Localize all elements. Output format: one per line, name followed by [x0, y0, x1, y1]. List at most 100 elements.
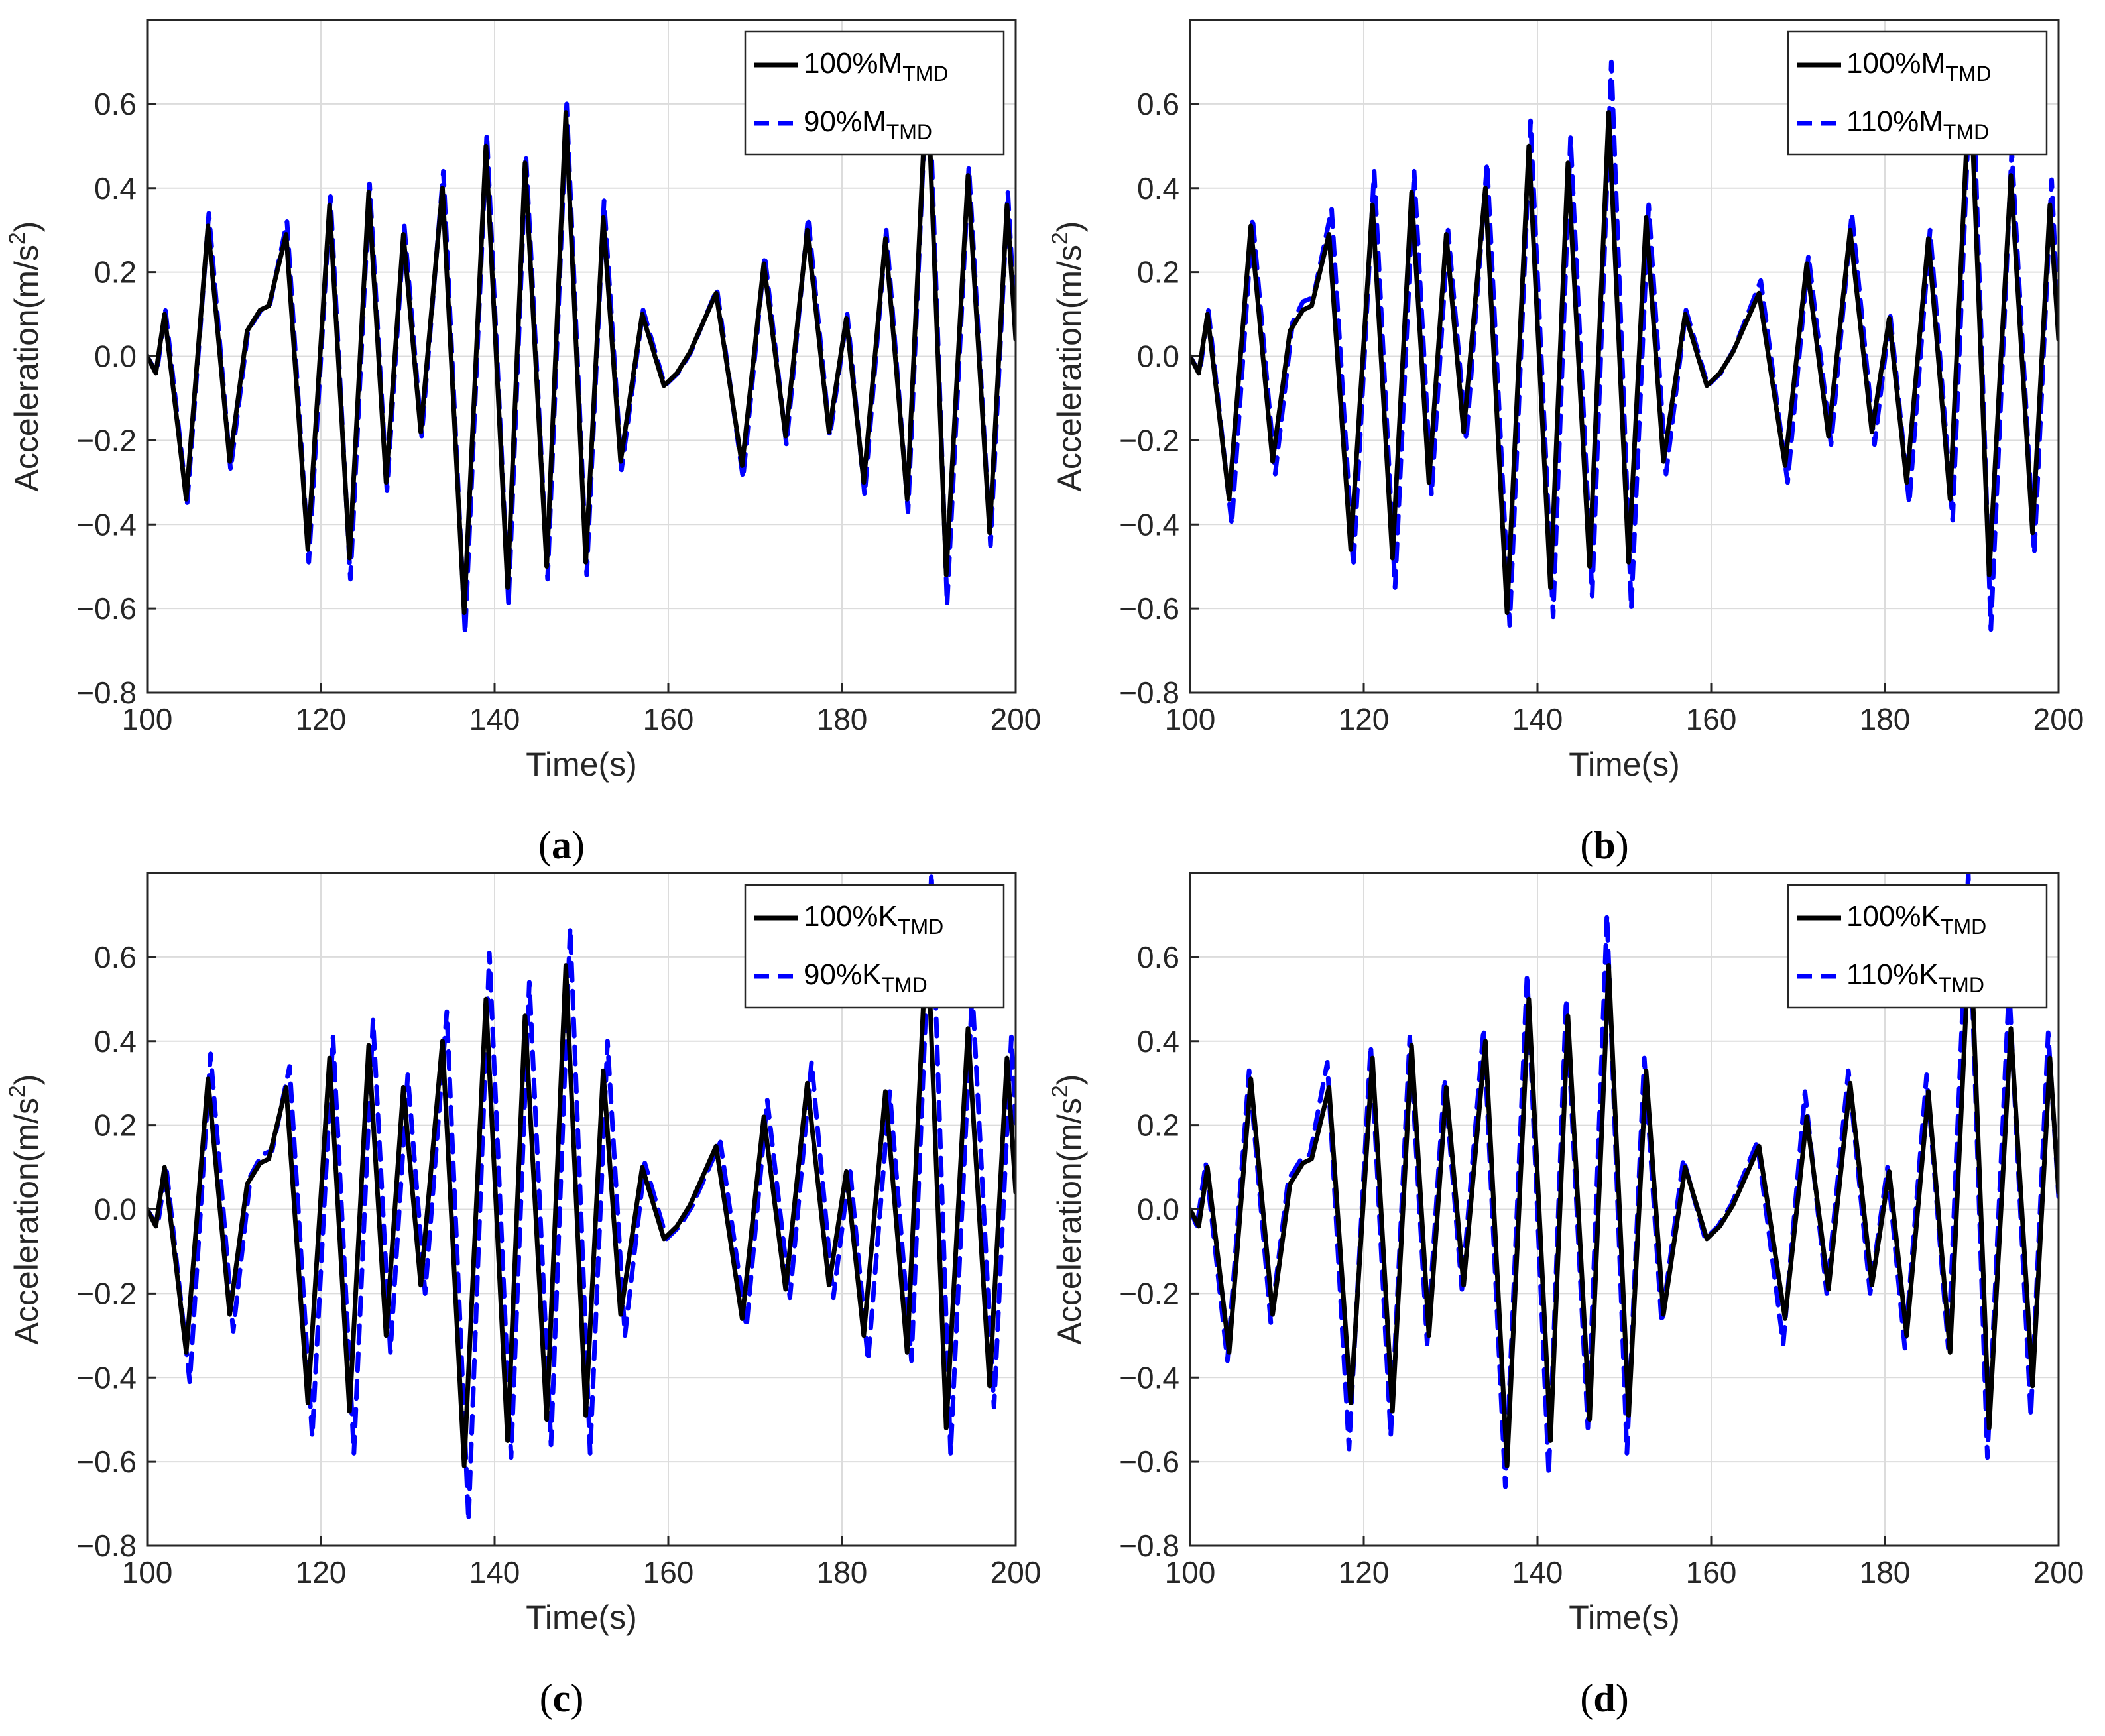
x-tick-label-120: 120: [296, 702, 347, 736]
x-tick-label-180: 180: [817, 1555, 868, 1590]
y-tick-label-0-6: −0.6: [76, 591, 137, 626]
legend-box-d: [1787, 884, 2048, 1009]
y-axis-title-c: Acceleration(m/s2): [5, 1074, 45, 1345]
y-tick-label-0: 0.0: [94, 1192, 137, 1227]
x-tick-label-200: 200: [2033, 702, 2084, 736]
y-tick-label-0-6: −0.6: [76, 1444, 137, 1479]
x-tick-label-100: 100: [122, 702, 173, 736]
legend-label-100-m: 100%MTMD: [1846, 47, 1992, 86]
y-tick-label-0-4: 0.4: [1137, 1024, 1179, 1059]
plot-area-d: [1190, 873, 2059, 1489]
y-tick-label-0-2: 0.2: [94, 255, 137, 290]
y-tick-label-0-6: −0.6: [1119, 591, 1179, 626]
y-ticks-a: −0.8 −0.6 −0.4 −0.2 0.0 0.2 0.4 0.6: [76, 87, 156, 710]
y-tick-label-0-8: −0.8: [1119, 675, 1179, 710]
legend-d: 100%KTMD 110%KTMD: [1787, 884, 2048, 1009]
x-tick-label-140: 140: [1512, 702, 1563, 736]
x-ticks-c: 100 120 140 160 180 200: [122, 1536, 1042, 1590]
y-tick-label-0-4: −0.4: [76, 507, 137, 542]
y-axis-title-a: Acceleration(m/s2): [5, 221, 45, 492]
legend-a: 100%MTMD 90%MTMD: [744, 30, 1005, 156]
legend-label-100-m: 100%MTMD: [804, 47, 949, 86]
plot-area-c: [147, 873, 1016, 1523]
series-100-k-line: [147, 921, 1016, 1468]
y-axis-title-d: Acceleration(m/s2): [1048, 1074, 1088, 1345]
y-tick-label-0: 0.0: [94, 339, 137, 374]
x-tick-label-180: 180: [1860, 1555, 1911, 1590]
x-tick-label-160: 160: [643, 702, 694, 736]
y-axis-title-b: Acceleration(m/s2): [1048, 221, 1088, 492]
x-tick-label-160: 160: [1686, 702, 1737, 736]
x-tick-label-100: 100: [122, 1555, 173, 1590]
y-tick-label-0-2: 0.2: [1137, 1108, 1179, 1143]
series-110-k-line: [1190, 873, 2059, 1489]
x-tick-label-120: 120: [1339, 1555, 1390, 1590]
y-tick-label-0-4: −0.4: [76, 1360, 137, 1395]
x-tick-label-100: 100: [1165, 702, 1216, 736]
panel-c: 100 120 140 160 180 200 −0.8 −0.6 −0.4 −0.2 0.0 0.…: [5, 872, 1042, 1720]
x-tick-label-120: 120: [1339, 702, 1390, 736]
series-100-m-line: [1190, 68, 2059, 615]
y-tick-label-0-6: 0.6: [94, 940, 137, 974]
y-ticks-d: −0.8 −0.6 −0.4 −0.2 0.0 0.2 0.4 0.6: [1119, 940, 1199, 1563]
plot-area-b: [1190, 42, 2059, 632]
series-90-m-line: [147, 46, 1016, 636]
x-tick-label-140: 140: [469, 702, 520, 736]
x-tick-label-180: 180: [817, 702, 868, 736]
panel-a: 100 120 140 160 180 200 −0.8 −0.6 −0.4 −0.2 0.0 0.…: [5, 19, 1041, 867]
legend-c: 100%KTMD 90%KTMD: [744, 884, 1005, 1009]
y-ticks-b: −0.8 −0.6 −0.4 −0.2 0.0 0.2 0.4 0.6: [1119, 87, 1199, 710]
y-tick-label-0-2: −0.2: [76, 1276, 137, 1310]
legend-label-90-k: 90%KTMD: [804, 958, 928, 997]
series-100-k-line: [1190, 921, 2059, 1468]
x-ticks-d: 100 120 140 160 180 200: [1165, 1536, 2084, 1590]
x-tick-label-140: 140: [1512, 1555, 1563, 1590]
x-tick-label-180: 180: [1860, 702, 1911, 736]
caption-a: (a): [538, 823, 585, 867]
legend-label-90-m: 90%MTMD: [804, 105, 932, 144]
caption-b: (b): [1580, 823, 1628, 867]
caption-d: (d): [1580, 1676, 1628, 1720]
x-axis-title-d: Time(s): [1569, 1599, 1680, 1636]
y-tick-label-0-4: 0.4: [94, 1024, 137, 1059]
y-tick-label-0-4: −0.4: [1119, 1360, 1179, 1395]
plot-area-a: [147, 46, 1016, 636]
x-ticks-b: 100 120 140 160 180 200: [1165, 683, 2084, 736]
legend-label-110-m: 110%MTMD: [1846, 105, 1989, 144]
panel-b: 100 120 140 160 180 200 −0.8 −0.6 −0.4 −0.2 0.0 0.…: [1048, 19, 2084, 867]
y-tick-label-0-4: 0.4: [1137, 171, 1179, 205]
y-tick-label-0-8: −0.8: [76, 1529, 137, 1563]
x-axis-title-a: Time(s): [526, 746, 637, 783]
legend-box-b: [1787, 30, 2048, 156]
series-100-m-line: [147, 68, 1016, 615]
y-tick-label-0-2: 0.2: [1137, 255, 1179, 290]
x-tick-label-200: 200: [991, 1555, 1042, 1590]
legend-box-a: [744, 30, 1005, 156]
panel-d: 100 120 140 160 180 200 −0.8 −0.6 −0.4 −0.2 0.0 0.…: [1048, 872, 2084, 1720]
series-110-m-line: [1190, 42, 2059, 632]
x-tick-label-120: 120: [296, 1555, 347, 1590]
x-axis-title-c: Time(s): [526, 1599, 637, 1636]
caption-c: (c): [540, 1676, 584, 1720]
y-tick-label-0-2: 0.2: [94, 1108, 137, 1143]
legend-b: 100%MTMD 110%MTMD: [1787, 30, 2048, 156]
legend-label-100-k: 100%KTMD: [804, 900, 943, 939]
y-tick-label-0-2: −0.2: [1119, 1276, 1179, 1310]
x-axis-title-b: Time(s): [1569, 746, 1680, 783]
y-tick-label-0: 0.0: [1137, 1192, 1179, 1227]
y-tick-label-0-6: 0.6: [1137, 940, 1179, 974]
y-tick-label-0-2: −0.2: [1119, 423, 1179, 457]
y-tick-label-0-8: −0.8: [76, 675, 137, 710]
x-tick-label-140: 140: [469, 1555, 520, 1590]
y-tick-label-0-4: −0.4: [1119, 507, 1179, 542]
legend-box-c: [744, 884, 1005, 1009]
y-tick-label-0-6: −0.6: [1119, 1444, 1179, 1479]
y-tick-label-0-4: 0.4: [94, 171, 137, 205]
y-tick-label-0-6: 0.6: [1137, 87, 1179, 121]
x-tick-label-160: 160: [643, 1555, 694, 1590]
y-tick-label-0-2: −0.2: [76, 423, 137, 457]
x-tick-label-160: 160: [1686, 1555, 1737, 1590]
x-ticks-a: 100 120 140 160 180 200: [122, 683, 1041, 736]
y-tick-label-0-8: −0.8: [1119, 1529, 1179, 1563]
